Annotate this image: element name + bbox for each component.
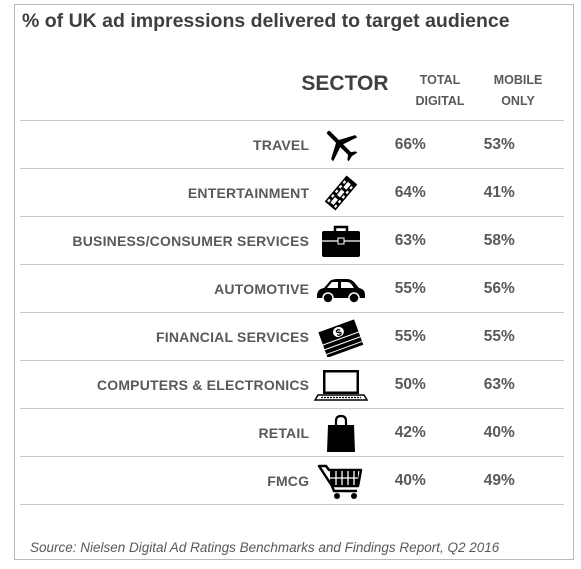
shopping-bag-icon xyxy=(311,409,370,457)
table-row: FINANCIAL SERVICES $55% 55% xyxy=(20,312,564,361)
sector-label: COMPUTERS & ELECTRONICS xyxy=(96,376,310,393)
table-row: TRAVEL 66% 53% xyxy=(20,120,564,169)
mobile-only-value: 49% xyxy=(483,471,515,489)
shopping-cart-icon xyxy=(311,457,370,505)
sector-label: FINANCIAL SERVICES xyxy=(155,328,310,345)
data-table: TRAVEL 66% 53% ENTERTAINMENT 64% 41% BUSINESS/… xyxy=(20,120,564,505)
total-digital-value: 50% xyxy=(394,375,426,393)
svg-text:$: $ xyxy=(334,327,343,339)
table-row: AUTOMOTIVE 55% 56% xyxy=(20,264,564,313)
table-row: BUSINESS/CONSUMER SERVICES 63% 58% xyxy=(20,216,564,265)
source-note: Source: Nielsen Digital Ad Ratings Bench… xyxy=(30,540,500,555)
sector-label: FMCG xyxy=(267,472,310,489)
mobile-only-value: 55% xyxy=(483,327,515,345)
total-digital-value: 55% xyxy=(394,327,426,345)
total-digital-value: 55% xyxy=(394,279,426,297)
mobile-only-value: 53% xyxy=(483,135,515,153)
sector-label: TRAVEL xyxy=(253,136,310,153)
mobile-only-value: 56% xyxy=(483,279,515,297)
sector-label: BUSINESS/CONSUMER SERVICES xyxy=(72,232,310,249)
header-total-digital: TOTAL DIGITAL xyxy=(395,70,485,112)
header-sector: SECTOR xyxy=(301,72,389,95)
total-digital-value: 42% xyxy=(394,423,426,441)
table-row: RETAIL 42% 40% xyxy=(20,408,564,457)
airplane-icon xyxy=(311,121,370,169)
sector-label: ENTERTAINMENT xyxy=(187,184,310,201)
mobile-only-value: 41% xyxy=(483,183,515,201)
mobile-only-value: 58% xyxy=(483,231,515,249)
sector-label: AUTOMOTIVE xyxy=(214,280,310,297)
money-stack-icon: $ xyxy=(311,313,370,361)
total-digital-value: 63% xyxy=(394,231,426,249)
briefcase-icon xyxy=(311,217,370,265)
header-total-line1: TOTAL xyxy=(419,73,461,87)
mobile-only-value: 63% xyxy=(483,375,515,393)
film-strip-icon xyxy=(311,169,370,217)
header-total-line2: DIGITAL xyxy=(415,94,465,108)
chart-frame xyxy=(14,4,574,560)
total-digital-value: 66% xyxy=(394,135,426,153)
table-row: FMCG 40% 49% xyxy=(20,456,564,505)
laptop-icon xyxy=(311,361,370,409)
header-mobile-line1: MOBILE xyxy=(493,73,543,87)
total-digital-value: 64% xyxy=(394,183,426,201)
table-row: COMPUTERS & ELECTRONICS 50% 63% xyxy=(20,360,564,409)
table-row: ENTERTAINMENT 64% 41% xyxy=(20,168,564,217)
header-mobile-only: MOBILE ONLY xyxy=(473,70,563,112)
sector-label: RETAIL xyxy=(258,424,310,441)
total-digital-value: 40% xyxy=(394,471,426,489)
header-mobile-line2: ONLY xyxy=(501,94,535,108)
mobile-only-value: 40% xyxy=(483,423,515,441)
car-icon xyxy=(311,265,370,313)
chart-title: % of UK ad impressions delivered to targ… xyxy=(22,10,510,32)
